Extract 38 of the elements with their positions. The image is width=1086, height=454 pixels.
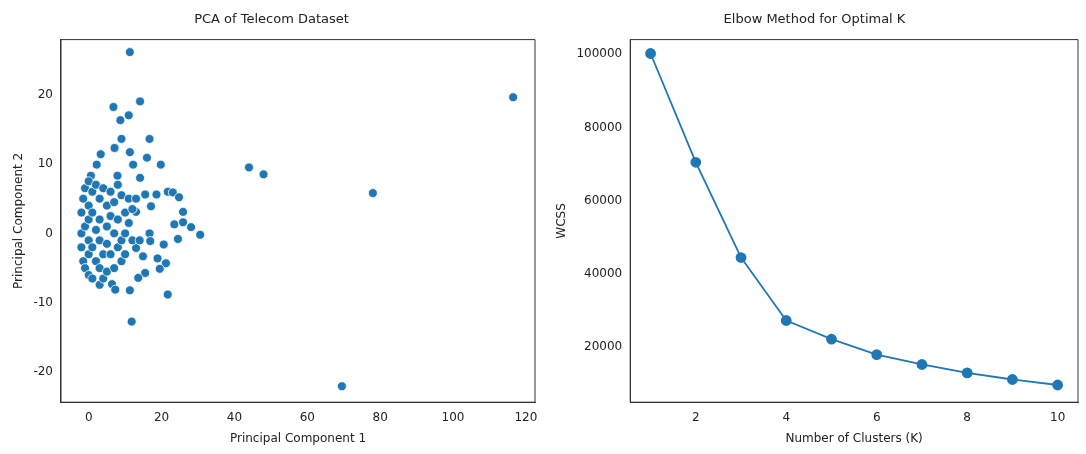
y-tick-label: 40000 xyxy=(584,266,623,281)
y-tick-label: 20 xyxy=(37,86,53,101)
x-tick-label: 20 xyxy=(153,409,170,424)
chart-title: PCA of Telecom Dataset xyxy=(194,11,349,27)
x-tick-label: 4 xyxy=(782,409,791,424)
x-tick-label: 60 xyxy=(299,409,315,424)
point xyxy=(826,333,837,345)
y-tick-label: 20000 xyxy=(584,339,623,354)
x-axis-title: Number of Clusters (K) xyxy=(785,430,923,445)
y-tick-label: 100000 xyxy=(576,46,623,61)
x-tick-label: 6 xyxy=(872,409,881,424)
y-axis-title: Principal Component 2 xyxy=(11,152,26,289)
x-tick-label: 120 xyxy=(514,409,538,424)
x-tick-label: 80 xyxy=(372,409,388,424)
point xyxy=(871,349,883,360)
x-tick-label: 8 xyxy=(963,409,971,424)
x-tick-label: 40 xyxy=(226,409,243,424)
x-tick-label: 0 xyxy=(84,409,93,424)
point xyxy=(1052,379,1064,391)
y-axis-title: WCSS xyxy=(554,203,569,239)
point xyxy=(690,156,702,168)
point xyxy=(780,315,792,326)
x-axis-title: Principal Component 1 xyxy=(229,430,367,445)
y-tick-label: 80000 xyxy=(584,119,623,134)
y-tick-label: -20 xyxy=(33,364,53,379)
chart-title: Elbow Method for Optimal K xyxy=(723,11,906,27)
x-tick-label: 2 xyxy=(691,409,700,424)
y-tick-label: 60000 xyxy=(584,192,623,207)
point xyxy=(645,48,656,59)
point xyxy=(916,359,928,370)
point xyxy=(961,367,973,379)
x-tick-label: 100 xyxy=(441,409,465,424)
point xyxy=(735,252,747,263)
x-tick-label: 10 xyxy=(1050,409,1066,424)
y-tick-label: 10 xyxy=(37,156,53,171)
point xyxy=(1007,374,1018,385)
y-tick-label: 0 xyxy=(45,225,53,240)
y-tick-label: -10 xyxy=(33,294,53,309)
